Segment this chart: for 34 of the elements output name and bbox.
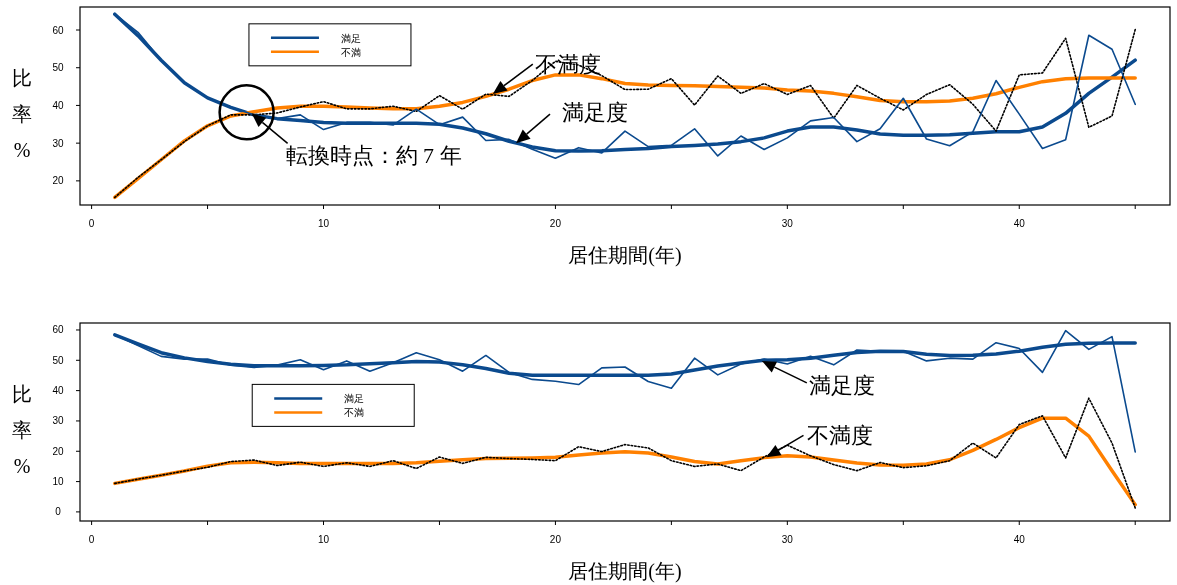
x-tick-label: 10 [317, 534, 330, 545]
y-tick-label: 30 [52, 415, 64, 427]
annotation: 転換時点：約 7 年 [285, 143, 462, 169]
x-tick-label: 40 [1013, 534, 1026, 545]
x-axis-title: 居住期間(年) [568, 560, 682, 583]
x-tick-label: 40 [1013, 218, 1026, 229]
x-tick-label: 30 [781, 218, 794, 229]
x-tick-label: 10 [317, 218, 330, 229]
y-tick-label: 20 [52, 445, 64, 457]
legend-label: 満足 [340, 32, 361, 44]
legend-label: 不満 [344, 407, 365, 419]
x-tick-label: 0 [88, 534, 95, 545]
annotation: 不満度 [807, 423, 874, 449]
y-tick-label: 60 [52, 324, 64, 336]
y-tick-label: 10 [52, 476, 64, 488]
annotation: 満足度 [808, 372, 875, 398]
y-tick-label: 20 [52, 175, 64, 187]
y-tick-label: 30 [52, 137, 64, 149]
legend-label: 不満 [340, 46, 361, 58]
legend-label: 満足 [344, 393, 365, 405]
y-axis-title: 比率% [12, 383, 32, 477]
x-tick-label: 20 [549, 218, 562, 229]
annotation: 満足度 [562, 100, 628, 126]
y-tick-label: 0 [55, 506, 62, 518]
x-tick-label: 0 [88, 218, 95, 229]
y-tick-label: 40 [52, 99, 64, 111]
y-tick-label: 50 [52, 62, 64, 74]
x-axis-title: 居住期間(年) [568, 244, 682, 267]
y-tick-label: 40 [52, 385, 64, 397]
y-axis-title: 比率% [12, 67, 32, 161]
x-tick-label: 20 [549, 534, 562, 545]
x-tick-label: 30 [781, 534, 794, 545]
y-tick-label: 60 [52, 24, 64, 36]
y-tick-label: 50 [52, 354, 64, 366]
